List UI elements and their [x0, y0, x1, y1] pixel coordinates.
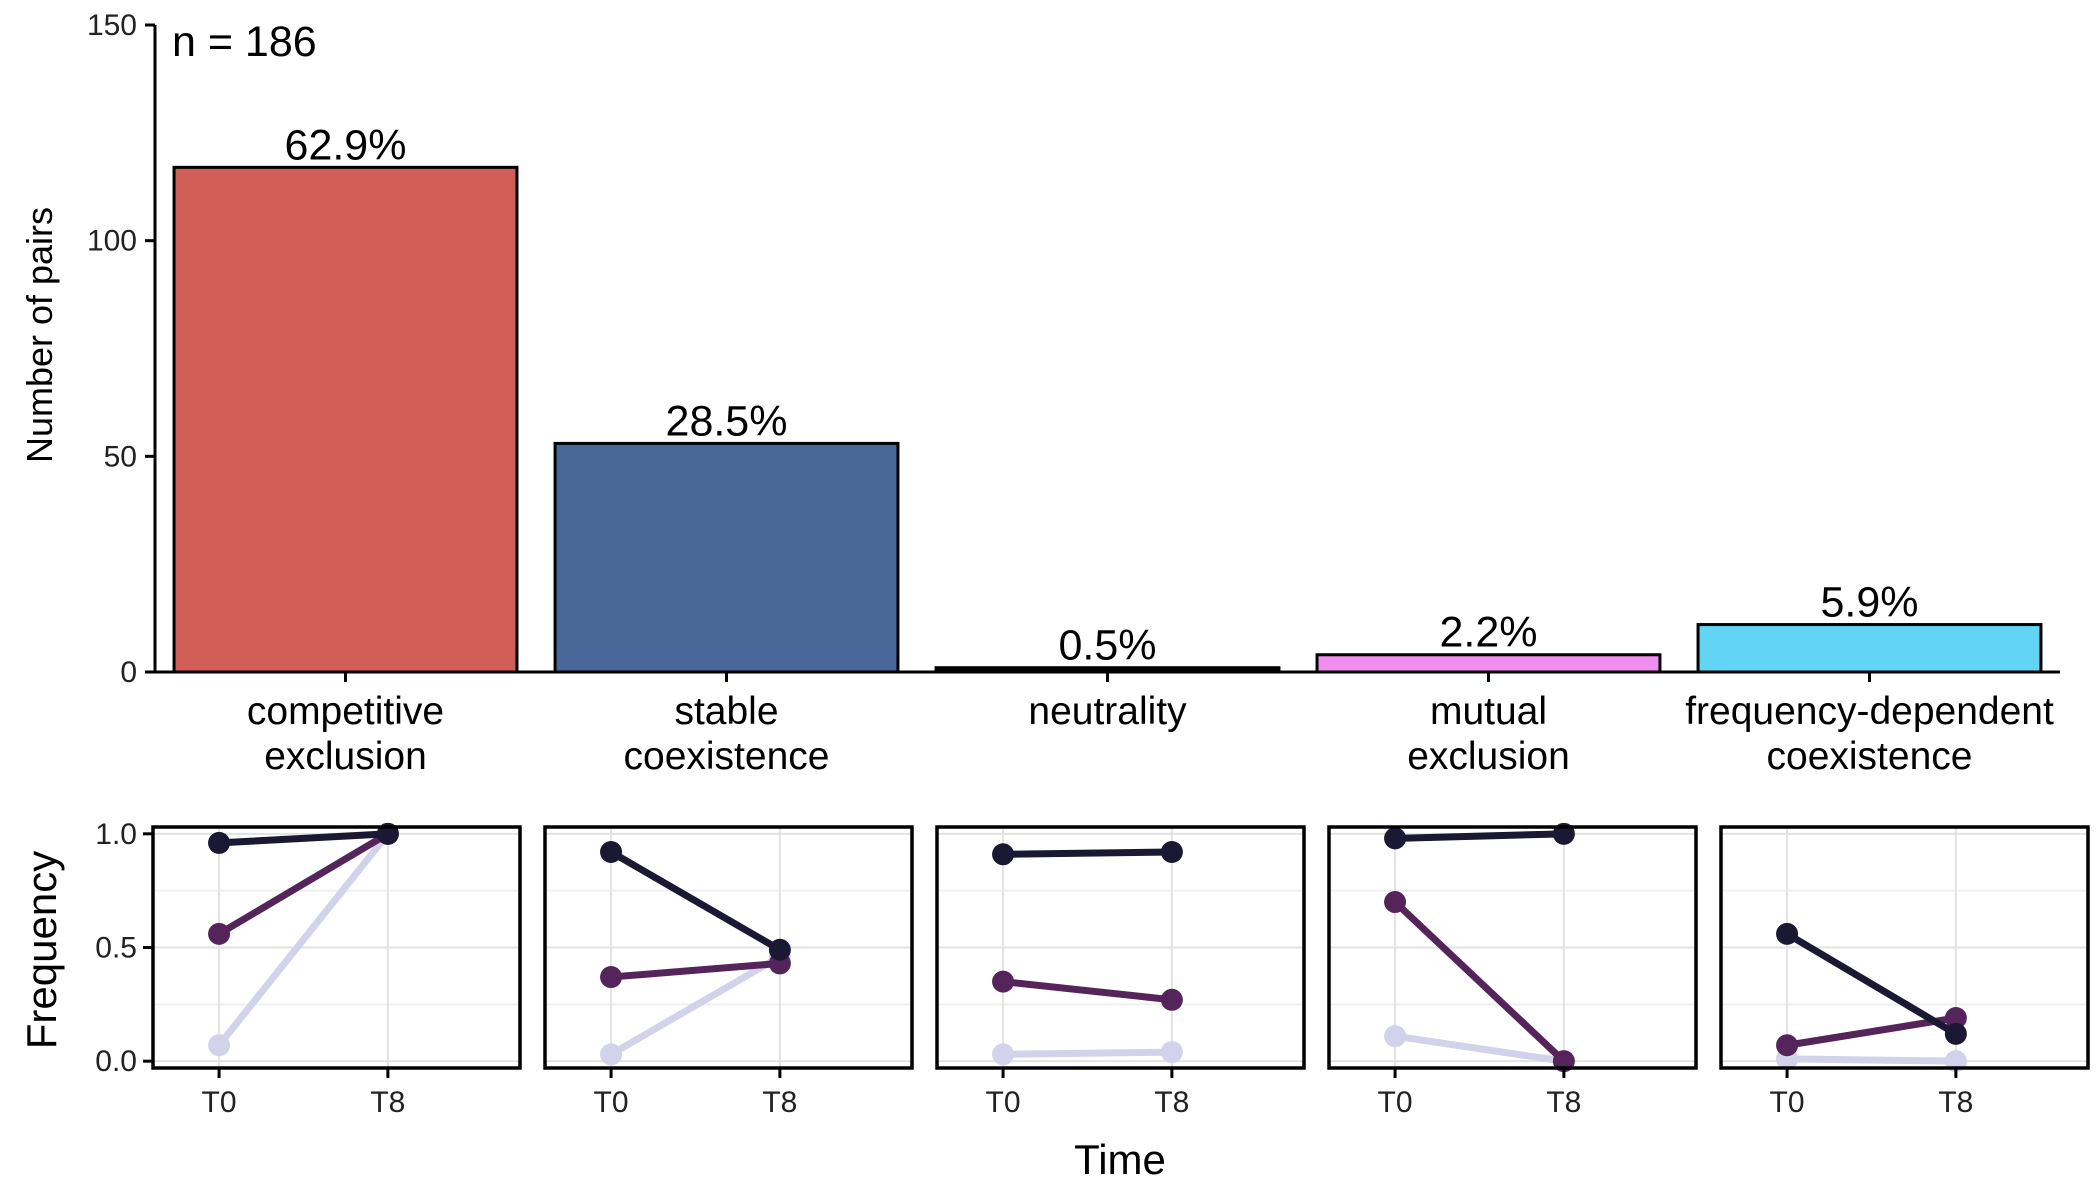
- frequency-panel-2: T0 T8: [543, 825, 914, 1119]
- bar-value-label: 62.9%: [285, 121, 407, 169]
- series-point: [600, 966, 623, 989]
- bar-y-tick-label: 150: [87, 9, 137, 42]
- x-tick-label: T8: [1154, 1086, 1189, 1119]
- time-x-axis-title: Time: [1074, 1136, 1166, 1183]
- series-point: [1944, 1022, 1967, 1045]
- x-tick-label: T0: [986, 1086, 1021, 1119]
- panel-border: [935, 825, 1306, 1070]
- series-point: [768, 938, 791, 961]
- series-point: [992, 970, 1015, 993]
- series-point: [1160, 841, 1183, 864]
- series-line: [1391, 1032, 1568, 1065]
- series-line: [607, 848, 784, 954]
- sample-size-annotation: n = 186: [172, 18, 317, 66]
- x-tick-label: T0: [1378, 1086, 1413, 1119]
- frequency-panel-1: T0 T8 0.0 0.5 1.0: [95, 818, 522, 1119]
- series-point: [1384, 827, 1407, 850]
- series-line: [999, 848, 1176, 858]
- y-tick-label: 0.5: [95, 932, 137, 965]
- x-tick-label: T8: [762, 1086, 797, 1119]
- series-line: [999, 1048, 1176, 1058]
- panel-border: [543, 825, 914, 1070]
- series-line: [1391, 898, 1568, 1065]
- bar-value-label: 2.2%: [1439, 609, 1537, 657]
- series-line: [607, 959, 784, 981]
- frequency-line-panels: Frequency Time T0 T8 0.0 0.5 1.0 T0 T8 T0 T8 T0 T8…: [18, 818, 2090, 1183]
- panel-border: [1327, 825, 1698, 1070]
- series-line: [1391, 830, 1568, 842]
- bar-y-tick-label: 0: [120, 656, 137, 689]
- frequency-panel-3: T0 T8: [935, 825, 1306, 1119]
- bar-value-label: 0.5%: [1058, 622, 1156, 670]
- x-tick-label: T8: [1546, 1086, 1581, 1119]
- series-point: [1776, 1034, 1799, 1057]
- x-tick-label: T0: [202, 1086, 237, 1119]
- series-point: [1384, 1025, 1407, 1048]
- frequency-y-axis-title: Frequency: [18, 851, 65, 1049]
- series-line: [215, 830, 392, 847]
- series-point: [208, 831, 231, 854]
- series-point: [1160, 1041, 1183, 1064]
- series-line: [1783, 1014, 1960, 1049]
- category-label-line2: coexistence: [1767, 735, 1973, 778]
- category-label-line1: stable: [674, 690, 778, 733]
- series-line: [607, 953, 784, 1058]
- series-point: [600, 841, 623, 864]
- y-tick-label: 1.0: [95, 818, 137, 851]
- bar-y-tick-label: 50: [104, 440, 137, 473]
- y-tick-label: 0.0: [95, 1045, 137, 1078]
- panel-border: [1719, 825, 2090, 1070]
- x-tick-label: T8: [1938, 1086, 1973, 1119]
- series-point: [600, 1043, 623, 1066]
- bar-y-axis-title: Number of pairs: [19, 207, 60, 463]
- bar-4: [1315, 653, 1662, 674]
- category-label-line1: mutual: [1430, 690, 1547, 733]
- series-point: [208, 1034, 231, 1057]
- category-label-line2: coexistence: [624, 735, 830, 778]
- series-point: [1944, 1006, 1967, 1029]
- series-point: [208, 922, 231, 945]
- bar-3: [934, 666, 1281, 674]
- x-tick-label: T0: [1770, 1086, 1805, 1119]
- frequency-panel-4: T0 T8: [1327, 822, 1698, 1119]
- bar-value-label: 5.9%: [1820, 579, 1918, 627]
- series-line: [1783, 1055, 1960, 1065]
- series-line: [999, 978, 1176, 1004]
- bar-value-label: 28.5%: [666, 397, 788, 445]
- frequency-panel-5: T0 T8: [1719, 825, 2090, 1119]
- bar-2: [553, 441, 900, 674]
- series-line: [215, 830, 392, 1049]
- category-label-line1: neutrality: [1028, 690, 1187, 733]
- category-label-line1: competitive: [247, 690, 444, 733]
- series-point: [1384, 891, 1407, 914]
- series-point: [1776, 922, 1799, 945]
- x-tick-label: T0: [594, 1086, 629, 1119]
- bar-5: [1696, 623, 2043, 674]
- category-label-line2: exclusion: [1407, 735, 1570, 778]
- bar-chart: 0 50 100 150 n = 186 Number of pairs 62.9% c…: [19, 9, 2060, 778]
- series-line: [1783, 930, 1960, 1038]
- x-tick-label: T8: [370, 1086, 405, 1119]
- series-point: [992, 843, 1015, 866]
- series-point: [992, 1043, 1015, 1066]
- series-line: [215, 830, 392, 938]
- series-point: [1160, 988, 1183, 1011]
- category-label-line2: exclusion: [264, 735, 427, 778]
- category-label-line1: frequency-dependent: [1685, 690, 2054, 733]
- bar-y-tick-label: 100: [87, 225, 137, 258]
- bar-1: [172, 165, 519, 674]
